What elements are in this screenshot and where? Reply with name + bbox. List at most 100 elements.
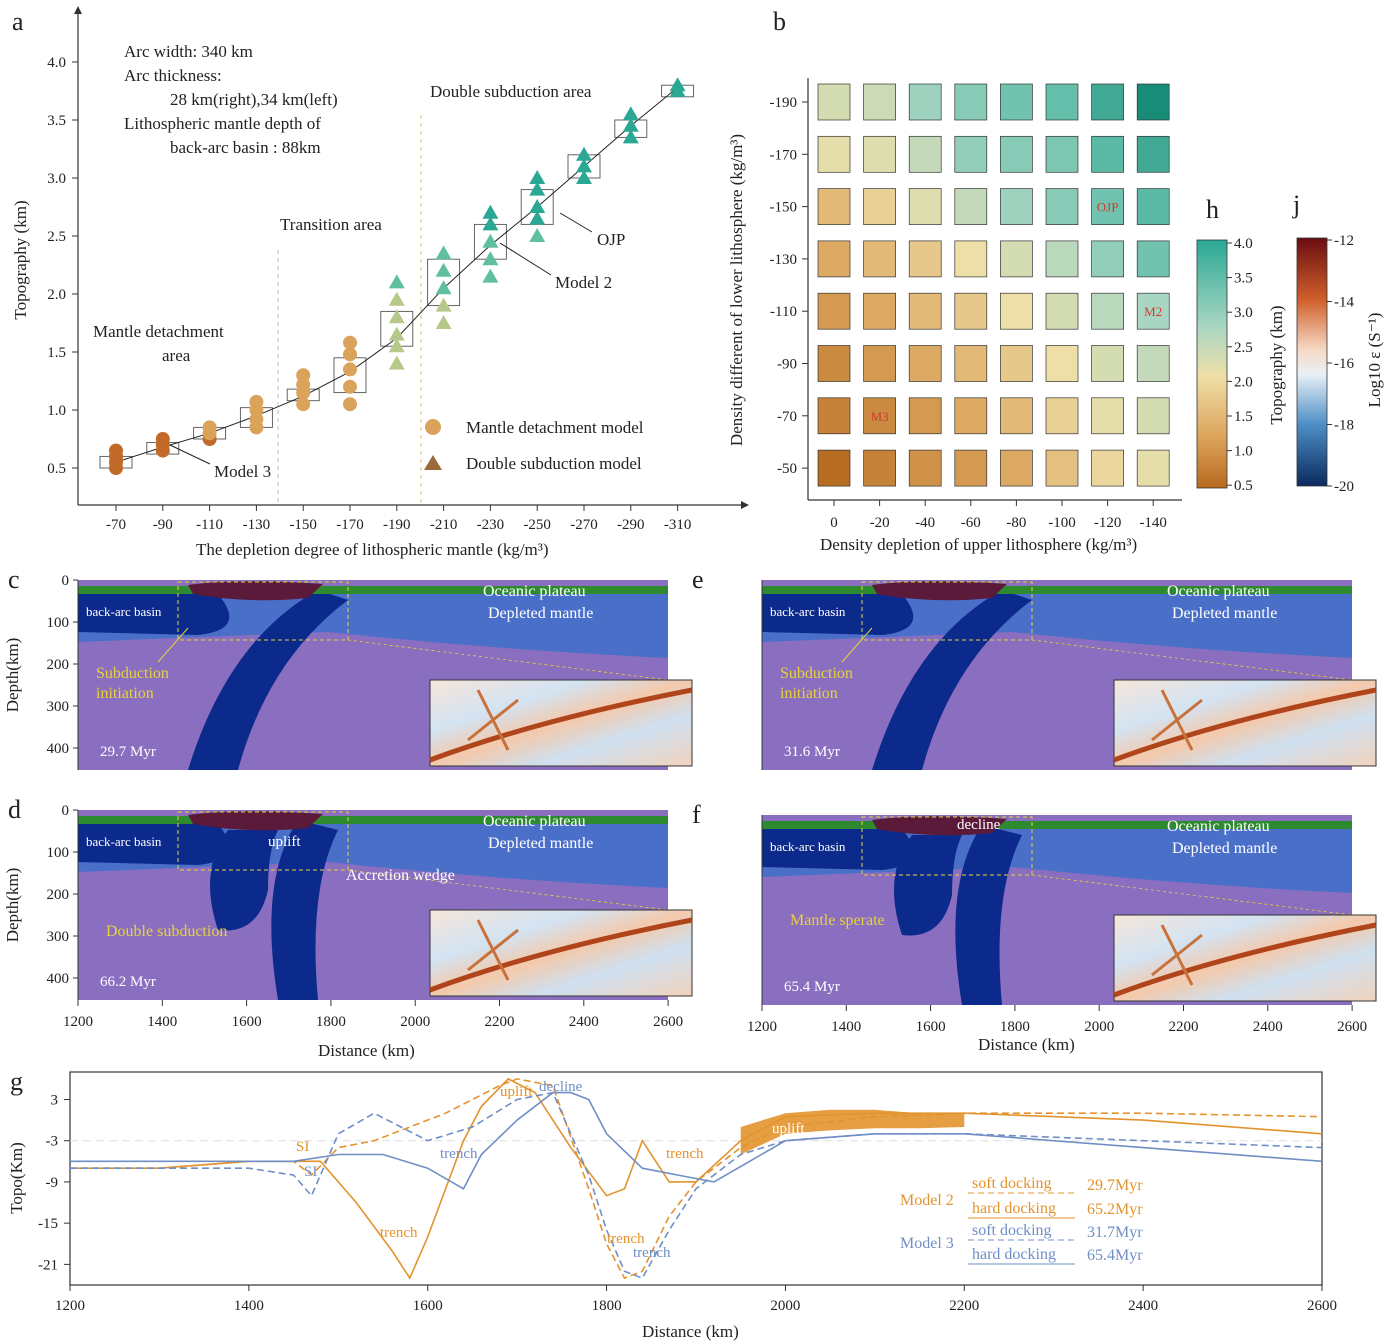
back-arc-basin-label: back-arc basin <box>86 604 162 619</box>
panel-g-frame <box>69 1071 1323 1286</box>
panel-f-x-label: Distance (km) <box>978 1035 1075 1054</box>
panel-b-x-tick-label: -120 <box>1094 515 1122 531</box>
strain-rate-inset <box>1113 914 1377 1002</box>
panel-a-point-circle <box>343 347 357 362</box>
model-time-label: 29.7 Myr <box>100 744 156 760</box>
panel-a-x-label: The depletion degree of lithospheric man… <box>196 540 549 559</box>
panel-a-y-tick-label: 1.0 <box>47 403 66 419</box>
distance-tick-label: 2000 <box>400 1014 430 1030</box>
lithospheric-depth-text: Lithospheric mantle depth of <box>124 114 321 133</box>
heatmap-cell <box>908 135 942 173</box>
zoom-region-box <box>177 581 349 641</box>
series-line <box>70 1078 1323 1280</box>
heatmap-cell <box>1000 345 1033 382</box>
panel-a-x-tick-label: -70 <box>106 517 126 533</box>
distance-tick-label: 1200 <box>747 1019 777 1035</box>
panel-a-point-triangle <box>576 146 592 161</box>
heatmap-cell <box>1045 397 1079 435</box>
panel-a-point-triangle <box>529 228 546 242</box>
model3-pointer <box>169 444 211 465</box>
panel-letter-b: b <box>773 7 786 36</box>
panel-e: e Oceanic plateau Depleted mantle back-arc … <box>692 565 1377 770</box>
depth-tick-label: 0 <box>62 573 70 589</box>
strain-rate-colorbar-tick-label: -16 <box>1334 356 1354 372</box>
heatmap-cell-label: M3 <box>871 409 889 424</box>
panel-g-y-tick-label: -9 <box>46 1175 59 1191</box>
subduction-initiation-label-2: initiation <box>96 685 154 702</box>
panel-a-point-triangle <box>435 245 452 260</box>
heatmap-cell <box>1045 240 1079 278</box>
heatmap-cell-label: M2 <box>1144 304 1162 319</box>
heatmap-cell <box>1000 135 1033 173</box>
topography-colorbar-tick-label: 1.0 <box>1234 444 1253 460</box>
heatmap-cell <box>817 135 851 173</box>
heatmap-cell <box>1091 397 1124 435</box>
inset-shear-cross <box>467 689 519 751</box>
panel-a-point-triangle <box>388 309 405 324</box>
panel-a-point-triangle <box>529 199 546 213</box>
heatmap-cell <box>954 397 988 435</box>
panel-a-point-triangle <box>482 268 499 283</box>
heatmap-cell <box>1045 135 1079 173</box>
distance-tick-label: 2400 <box>1253 1019 1283 1035</box>
heatmap-cell <box>817 397 851 435</box>
heatmap-cell <box>817 345 851 382</box>
panel-a-point-triangle <box>529 210 546 225</box>
distance-tick-label: 1800 <box>1000 1019 1030 1035</box>
inset-shear-cross <box>1151 924 1203 986</box>
legend-model3: Model 3 <box>900 1235 954 1252</box>
heatmap-cell <box>1136 240 1170 278</box>
panel-a-x-tick-label: -190 <box>383 517 411 533</box>
strain-rate-inset <box>429 679 693 767</box>
panel-b-x-tick-label: -40 <box>915 515 935 531</box>
panel-a-x-tick-label: -130 <box>243 517 271 533</box>
panel-a-y-ticks: 0.5 1.0 1.5 2.0 2.5 3.0 3.5 4.0 <box>47 55 78 477</box>
panel-a-x-tick-label: -270 <box>570 517 598 533</box>
heatmap-cell <box>1136 449 1170 487</box>
heatmap-cell <box>908 345 942 382</box>
panel-b-cells <box>817 83 1170 487</box>
model2-pointer <box>499 242 552 276</box>
subduction-initiation-label: Subduction <box>780 665 853 682</box>
inset-shear-band <box>1113 922 1377 998</box>
region-transition: Transition area <box>280 215 382 234</box>
legend-model3-hard: hard docking <box>972 1246 1056 1263</box>
panel-a-point-circle <box>343 397 357 412</box>
heatmap-cell <box>1136 135 1170 173</box>
inset-shear-band <box>429 917 693 993</box>
panel-g-y-tick-label: -3 <box>46 1134 59 1150</box>
panel-b-cell-labels: OJP M2 M3 <box>871 200 1163 424</box>
heatmap-cell <box>1091 135 1124 173</box>
colorbar-topography: h 4.0 3.5 3.0 2.5 2.0 1.5 1.0 0.5 Topography (k… <box>1196 195 1286 494</box>
heatmap-cell <box>1000 449 1033 487</box>
heatmap-cell <box>1045 83 1079 121</box>
panel-f-x-ticks: 1200 1400 1600 1800 2000 2200 2400 2600 <box>747 1005 1367 1035</box>
trench-label-1: trench <box>380 1225 418 1241</box>
topography-colorbar-tick-label: 4.0 <box>1234 236 1253 252</box>
panel-f: f Oceanic plateau Depleted mantle back-arc … <box>692 800 1377 1005</box>
panel-a-x-tick-label: -90 <box>153 517 173 533</box>
topography-colorbar-ticks: 4.0 3.5 3.0 2.5 2.0 1.5 1.0 0.5 <box>1227 236 1253 494</box>
arc-crust <box>872 581 1007 601</box>
panel-a-point-triangle <box>622 117 639 132</box>
panel-g: g 1200 1400 1600 1800 2000 2200 2400 2600 3 -3 -9 -… <box>7 1067 1337 1341</box>
panel-b-y-label: Density different of lower lithosphere (… <box>727 134 746 446</box>
oceanic-plateau-layer <box>762 821 1352 829</box>
panel-a-x-arrow-icon <box>741 501 749 509</box>
subduction-initiation-label-2: initiation <box>780 685 838 702</box>
model-time-label: 31.6 Myr <box>784 744 840 760</box>
panel-g-x-tick-label: 1400 <box>234 1298 264 1314</box>
legend-model2-hard-time: 65.2Myr <box>1087 1201 1143 1218</box>
legend-double-subduction: Double subduction model <box>466 454 642 473</box>
panel-g-x-tick-label: 2600 <box>1307 1298 1337 1314</box>
topography-colorbar-tick-label: 2.5 <box>1234 340 1253 356</box>
panel-a-point-circle <box>343 335 357 350</box>
topography-colorbar-tick-label: 3.0 <box>1234 305 1253 321</box>
legend-model2-soft-time: 29.7Myr <box>1087 1177 1143 1194</box>
back-arc-basin-label: back-arc basin <box>770 604 846 619</box>
legend-model3-soft-time: 31.7Myr <box>1087 1224 1143 1241</box>
si-label-model2: SI <box>296 1139 309 1155</box>
strain-rate-colorbar <box>1296 237 1328 487</box>
back-arc-basin-label: back-arc basin <box>86 834 162 849</box>
arc-thickness-text: Arc thickness: <box>124 66 222 85</box>
